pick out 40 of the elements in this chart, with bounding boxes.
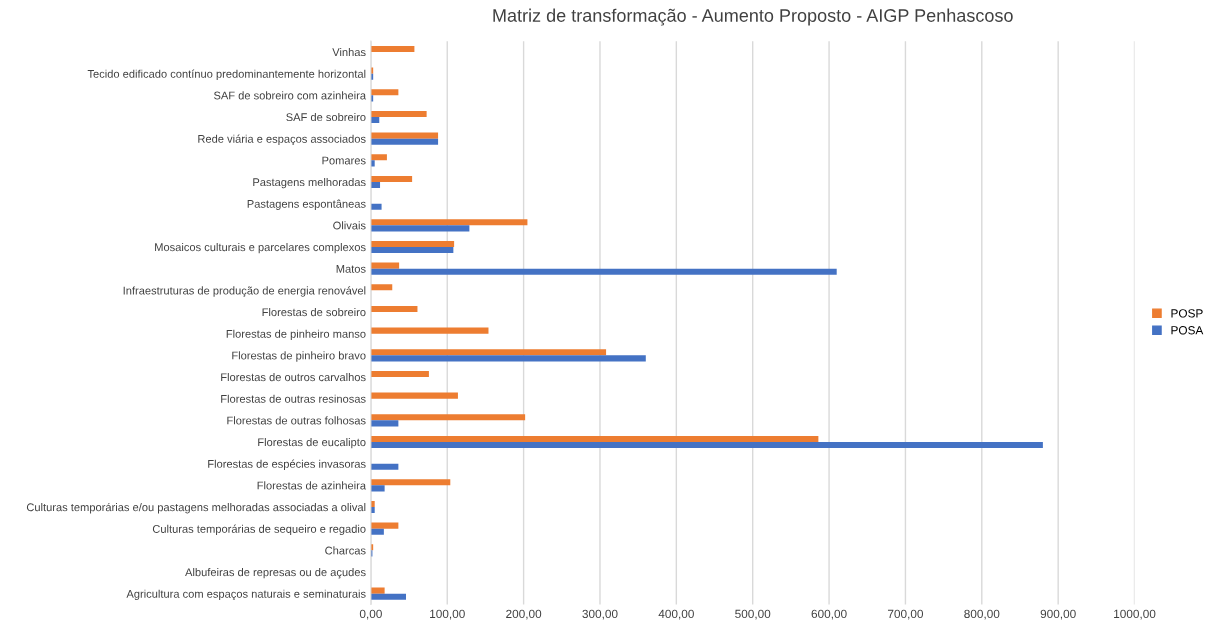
x-tick-label: 100,00 (430, 609, 465, 620)
y-tick-label: Florestas de outras folhosas (227, 416, 366, 425)
y-tick-label: Vinhas (332, 47, 366, 57)
y-tick-label: Mosaicos culturais e parcelares complexos (155, 242, 366, 254)
y-tick-label: Florestas de espécies invasoras (208, 459, 366, 471)
y-tick-label: Florestas de azinheira (257, 481, 367, 490)
y-tick-label: Albufeiras de represas ou de açudes (185, 567, 366, 579)
y-tick-label: Florestas de pinheiro bravo (232, 351, 366, 362)
y-tick-label: Pastagens espontâneas (247, 199, 366, 211)
x-tick-label: 400,00 (658, 609, 694, 620)
legend-label: POSA (1171, 326, 1204, 335)
y-tick-label: Agricultura com espaços naturais e seminaturais (126, 589, 366, 601)
y-tick-label: Infraestruturas de produção de energia renovável (123, 286, 366, 297)
y-tick-label: Culturas temporárias de sequeiro e regadio (152, 524, 366, 536)
y-tick-label: Olivais (333, 221, 366, 230)
x-tick-label: 500,00 (735, 609, 771, 620)
y-tick-label: Florestas de pinheiro manso (226, 329, 366, 340)
y-tick-label: Matos (336, 265, 366, 273)
y-tick-label: Tecido edificado contínuo predominantemente horizontal (87, 69, 366, 81)
y-tick-label: SAF de sobreiro (286, 112, 366, 122)
x-tick-label: 1000,00 (1114, 609, 1156, 620)
y-tick-label: Culturas temporárias e/ou pastagens melhoradas associadas a olival (26, 502, 366, 514)
legend-label: POSP (1171, 309, 1203, 318)
y-tick-label: Florestas de outros carvalhos (221, 372, 366, 382)
y-tick-label: Florestas de eucalipto (258, 437, 366, 449)
chart-title: Matriz de transformação - Aumento Proposto - AIGP Penhascoso (493, 8, 1013, 26)
x-tick-label: 0,00 (359, 609, 382, 620)
x-tick-label: 600,00 (811, 609, 847, 620)
y-tick-label: Florestas de sobreiro (262, 307, 366, 317)
y-tick-label: Rede viária e espaços associados (198, 134, 366, 146)
y-tick-label: Pastagens melhoradas (253, 177, 366, 189)
x-tick-label: 900,00 (1040, 609, 1076, 620)
x-tick-label: 200,00 (506, 609, 542, 620)
y-tick-label: SAF de sobreiro com azinheira (213, 91, 367, 100)
x-tick-label: 300,00 (582, 609, 618, 620)
y-tick-label: Pomares (322, 156, 366, 165)
x-tick-label: 800,00 (964, 609, 1000, 620)
y-tick-label: Florestas de outras resinosas (221, 394, 366, 403)
x-tick-label: 700,00 (887, 609, 924, 620)
y-tick-label: Charcas (325, 546, 366, 555)
